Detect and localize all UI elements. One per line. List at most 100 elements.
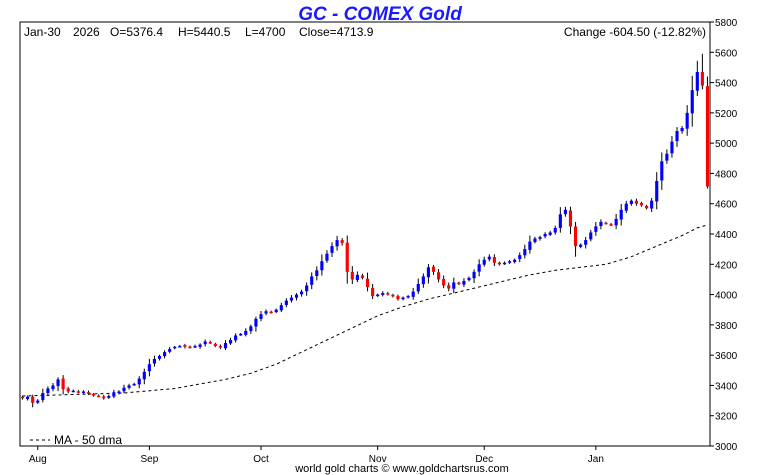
- candle-body: [56, 379, 60, 387]
- candle-body: [518, 255, 522, 259]
- ma-50-line: [22, 224, 708, 397]
- candle-body: [112, 392, 116, 397]
- candle-body: [523, 249, 527, 256]
- candle-body: [381, 293, 385, 295]
- x-tick-label: Sep: [140, 454, 158, 465]
- candle-body: [447, 285, 451, 289]
- candle-body: [61, 378, 65, 390]
- candle-body: [700, 72, 704, 86]
- y-tick-label: 4000: [715, 291, 738, 302]
- candle-body: [244, 330, 248, 335]
- candle-body: [198, 344, 202, 347]
- candle-body: [31, 396, 35, 403]
- candle-body: [223, 343, 228, 349]
- chart-credit: world gold charts © www.goldchartsrus.co…: [294, 463, 509, 475]
- candle-body: [665, 153, 669, 161]
- candle-body: [675, 131, 679, 142]
- candle-body: [330, 246, 334, 253]
- candle-body: [614, 218, 618, 226]
- candle-body: [325, 253, 329, 261]
- plot-area: [19, 21, 711, 447]
- candle-body: [528, 241, 532, 250]
- candle-body: [497, 262, 502, 265]
- candle-body: [396, 295, 400, 300]
- candle-body: [315, 270, 319, 277]
- candle-body: [20, 396, 25, 399]
- header-low: L=4700: [245, 25, 286, 39]
- candle-body: [650, 200, 654, 209]
- y-tick-label: 5600: [715, 48, 738, 59]
- y-tick-label: 4800: [715, 169, 738, 180]
- candle-body: [604, 222, 608, 225]
- candle-body: [188, 346, 192, 349]
- y-tick-label: 3800: [715, 321, 738, 332]
- info-header: Jan-30 2026 O=5376.4 H=5440.5 L=4700 Clo…: [24, 25, 706, 39]
- candle-body: [619, 209, 623, 220]
- candle-body: [355, 274, 359, 281]
- candle-body: [655, 181, 659, 202]
- candle-body: [533, 238, 537, 243]
- candle-body: [467, 277, 471, 281]
- candle-body: [228, 340, 233, 344]
- candle-body: [97, 395, 101, 398]
- candle-body: [117, 391, 121, 394]
- y-tick-label: 5800: [715, 18, 738, 29]
- candle-body: [543, 234, 547, 237]
- header-change: Change -604.50 (-12.82%): [564, 25, 706, 39]
- candle-body: [406, 296, 410, 298]
- candle-body: [294, 294, 299, 298]
- candle-body: [360, 275, 365, 278]
- candle-body: [558, 214, 562, 228]
- candle-body: [670, 141, 674, 154]
- candle-body: [239, 333, 243, 336]
- candle-body: [249, 326, 253, 332]
- y-tick-label: 3200: [715, 412, 738, 423]
- candle-body: [645, 205, 649, 209]
- candle-body: [208, 342, 212, 344]
- header-close: Close=4713.9: [299, 25, 374, 39]
- x-axis: Aug Sep Oct Nov Dec Jan: [29, 446, 604, 465]
- candle-body: [213, 343, 217, 347]
- header-high: H=5440.5: [178, 25, 231, 39]
- candle-body: [685, 112, 689, 129]
- candle-body: [538, 237, 542, 239]
- candle-body: [173, 346, 177, 349]
- candle-body: [26, 396, 30, 399]
- candle-body: [482, 259, 486, 265]
- y-tick-label: 4600: [715, 200, 738, 211]
- candle-body: [472, 271, 476, 279]
- candle-body: [629, 200, 633, 205]
- candle-body: [421, 276, 425, 285]
- candle-body: [122, 387, 126, 392]
- candle-body: [411, 291, 415, 297]
- candle-body: [391, 294, 395, 297]
- candle-body: [508, 261, 512, 263]
- x-tick-label: Aug: [29, 454, 47, 465]
- candle-body: [41, 393, 45, 401]
- candle-body: [71, 390, 75, 393]
- candle-body: [568, 210, 573, 227]
- candle-body: [284, 300, 288, 305]
- candle-body: [442, 279, 446, 286]
- x-tick-label: Oct: [253, 454, 269, 465]
- candle-body: [340, 240, 344, 244]
- legend: MA - 50 dma: [30, 433, 122, 447]
- candle-body: [492, 257, 496, 263]
- candle-body: [163, 352, 167, 357]
- candle-body: [513, 259, 517, 263]
- candle-body: [594, 226, 598, 232]
- y-tick-label: 5400: [715, 79, 738, 90]
- candle-body: [431, 266, 436, 272]
- candle-body: [305, 285, 309, 292]
- candle-body: [553, 227, 557, 233]
- candle-body: [563, 209, 567, 215]
- candle-body: [589, 232, 593, 240]
- candle-body: [502, 262, 507, 265]
- candle-body: [51, 385, 55, 390]
- y-tick-label: 4200: [715, 260, 738, 271]
- candle-body: [137, 378, 141, 385]
- candle-body: [132, 383, 136, 386]
- candle-body: [76, 391, 80, 393]
- candle-body: [350, 271, 354, 280]
- candle-body: [371, 287, 375, 297]
